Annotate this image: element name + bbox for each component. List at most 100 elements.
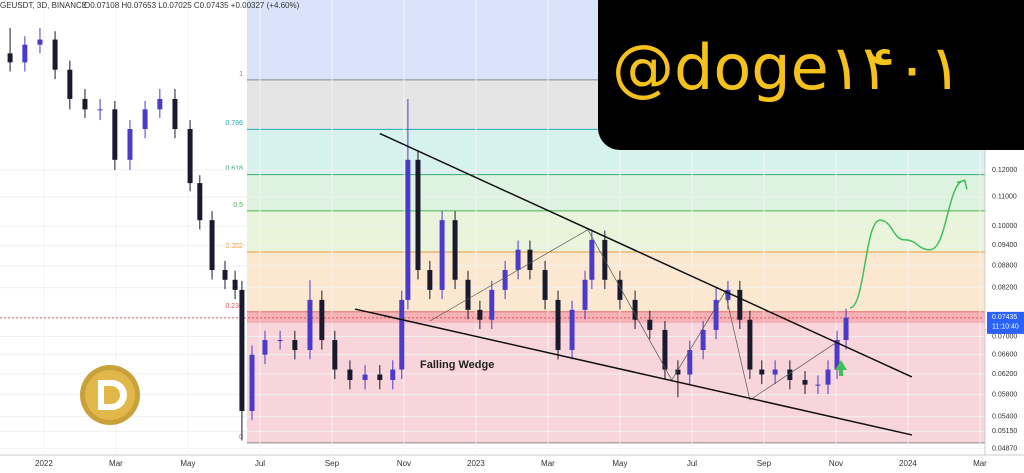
candle-body bbox=[843, 317, 849, 341]
x-tick-label: Jul bbox=[687, 459, 697, 468]
x-tick-label: Nov bbox=[397, 459, 411, 468]
forecast-curve bbox=[849, 179, 966, 309]
candle-body bbox=[232, 279, 238, 290]
candle-body bbox=[589, 239, 595, 280]
candle-body bbox=[37, 39, 43, 45]
candle-body bbox=[687, 350, 693, 375]
candle-body bbox=[439, 220, 445, 290]
watermark: @doge۱۴۰۱ bbox=[612, 31, 962, 104]
candle-body bbox=[582, 279, 588, 310]
countdown: 11:10:40 bbox=[992, 324, 1019, 331]
x-tick-label: 2023 bbox=[467, 459, 485, 468]
candle-body bbox=[347, 369, 353, 381]
candle-body bbox=[307, 299, 313, 351]
candle-body bbox=[555, 299, 561, 351]
candle-body bbox=[662, 329, 668, 370]
candle-body bbox=[802, 380, 808, 385]
candle-body bbox=[415, 159, 421, 271]
x-tick-label: Mar bbox=[973, 459, 987, 468]
candle-body bbox=[197, 183, 203, 221]
up-arrow bbox=[835, 360, 847, 376]
candle-body bbox=[7, 53, 13, 63]
candle-body bbox=[427, 270, 433, 290]
candle-body bbox=[825, 369, 831, 385]
fib-zone bbox=[246, 252, 985, 312]
candle-body bbox=[569, 309, 575, 351]
fib-zone bbox=[246, 311, 985, 443]
candle-body bbox=[332, 340, 338, 370]
x-tick-label: Sep bbox=[325, 459, 340, 468]
y-tick-label: 0.08200 bbox=[992, 284, 1017, 291]
candle-body bbox=[700, 329, 706, 351]
symbol: DOGEUSDT, 3D, BINANCE bbox=[0, 1, 87, 10]
candle-body bbox=[632, 299, 638, 320]
candle-body bbox=[52, 39, 58, 70]
y-tick-label: 0.09400 bbox=[992, 242, 1017, 249]
candle-body bbox=[772, 369, 778, 375]
candle-body bbox=[319, 299, 325, 341]
candle-body bbox=[465, 279, 471, 310]
candle-body bbox=[477, 309, 483, 320]
fib-label: 1 bbox=[239, 71, 243, 78]
x-tick-label: Mar bbox=[541, 459, 555, 468]
y-tick-label: 0.08800 bbox=[992, 263, 1017, 270]
last-price-label: 0.07435 bbox=[992, 314, 1017, 321]
candle-body bbox=[647, 319, 653, 330]
candle-body bbox=[172, 98, 178, 130]
candle-body bbox=[209, 220, 215, 271]
candle-body bbox=[713, 299, 719, 330]
candle-body bbox=[815, 384, 821, 386]
candle-body bbox=[737, 289, 743, 320]
y-tick-label: 0.06600 bbox=[992, 352, 1017, 359]
fib-label: 0 bbox=[239, 434, 243, 441]
candle-body bbox=[515, 249, 521, 271]
candle-body bbox=[249, 354, 255, 412]
candle-body bbox=[362, 374, 368, 381]
fib-label: 0.618 bbox=[225, 165, 243, 172]
forecast-arrowhead bbox=[956, 179, 968, 190]
zigzag-line bbox=[429, 229, 841, 401]
candle-body bbox=[82, 98, 88, 110]
y-tick-label: 0.06200 bbox=[992, 371, 1017, 378]
candle-body bbox=[239, 289, 245, 412]
candle-body bbox=[502, 270, 508, 290]
candle-body bbox=[617, 279, 623, 300]
plot bbox=[0, 27, 985, 441]
candle-body bbox=[292, 340, 298, 351]
x-tick-label: May bbox=[180, 459, 195, 468]
candle-body bbox=[452, 220, 458, 280]
y-tick-label: 0.04870 bbox=[992, 445, 1017, 452]
y-tick-label: 0.05400 bbox=[992, 414, 1017, 421]
y-tick-label: 0.05150 bbox=[992, 428, 1017, 435]
y-tick-label: 0.12000 bbox=[992, 167, 1017, 174]
y-tick-label: 0.11000 bbox=[992, 194, 1017, 201]
candle-body bbox=[725, 289, 731, 300]
x-tick-label: Jul bbox=[255, 459, 265, 468]
x-tick-label: Nov bbox=[829, 459, 843, 468]
x-tick-label: 2022 bbox=[35, 459, 53, 468]
wedge-upper bbox=[379, 132, 913, 378]
fib-label: 0.236 bbox=[225, 303, 243, 310]
y-tick-label: 0.10000 bbox=[992, 223, 1017, 230]
candle-body bbox=[262, 340, 268, 355]
candle-body bbox=[675, 369, 681, 375]
candle-body bbox=[142, 109, 148, 130]
price-zone bbox=[246, 312, 985, 323]
candle-body bbox=[787, 369, 793, 381]
candle-body bbox=[377, 374, 383, 381]
fib-label: 0.786 bbox=[225, 120, 243, 127]
candle-body bbox=[157, 98, 163, 110]
candle-body bbox=[390, 369, 396, 381]
candle-body bbox=[112, 109, 118, 160]
fib-label: 0.5 bbox=[233, 202, 243, 209]
candle-body bbox=[405, 159, 411, 300]
wedge-lower bbox=[354, 308, 913, 436]
candle-body bbox=[399, 299, 405, 370]
watermark-box bbox=[598, 0, 1024, 150]
candle-body bbox=[277, 340, 283, 342]
candle-body bbox=[759, 369, 765, 375]
last-price-box bbox=[987, 311, 1024, 334]
candle-body bbox=[834, 340, 840, 370]
candle-body bbox=[22, 44, 28, 63]
